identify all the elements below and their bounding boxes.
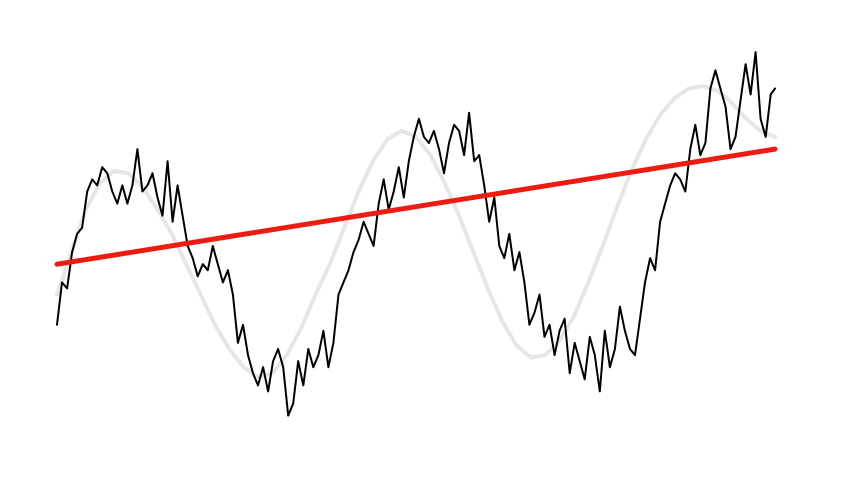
trend-line [54, 146, 778, 267]
series-layer [54, 51, 778, 417]
noisy-signal-line [56, 51, 776, 417]
